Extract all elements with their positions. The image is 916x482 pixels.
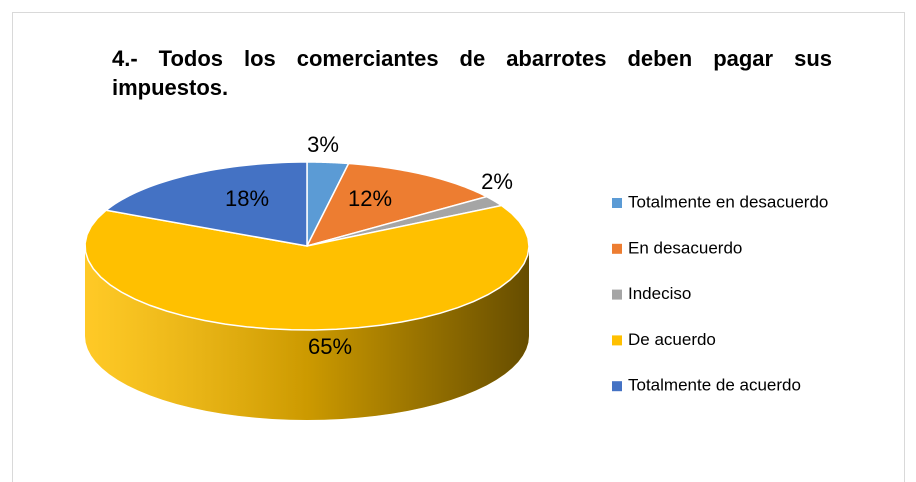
legend-label: Totalmente en desacuerdo [628,192,828,211]
data-label: 65% [308,334,352,359]
slice [305,162,489,248]
slice-side-shade [85,246,529,420]
legend-label: Indeciso [628,284,691,303]
legend-swatch [612,335,622,346]
legend-swatch [612,243,622,254]
chart-title: 4.- Todos los comerciantes de abarrotes … [112,46,832,100]
legend-swatch [612,381,622,392]
legend-swatch [612,289,622,300]
slice [306,195,504,247]
data-label: 18% [225,186,269,211]
data-label: 3% [307,132,339,157]
legend-label: En desacuerdo [628,238,742,257]
data-label: 12% [348,186,392,211]
legend-label: De acuerdo [628,330,716,349]
data-label: 2% [481,169,513,194]
legend-label: Totalmente de acuerdo [628,376,801,395]
slice [84,204,530,331]
chart-frame [12,12,905,482]
legend-swatch [612,198,622,208]
slice [104,161,308,247]
